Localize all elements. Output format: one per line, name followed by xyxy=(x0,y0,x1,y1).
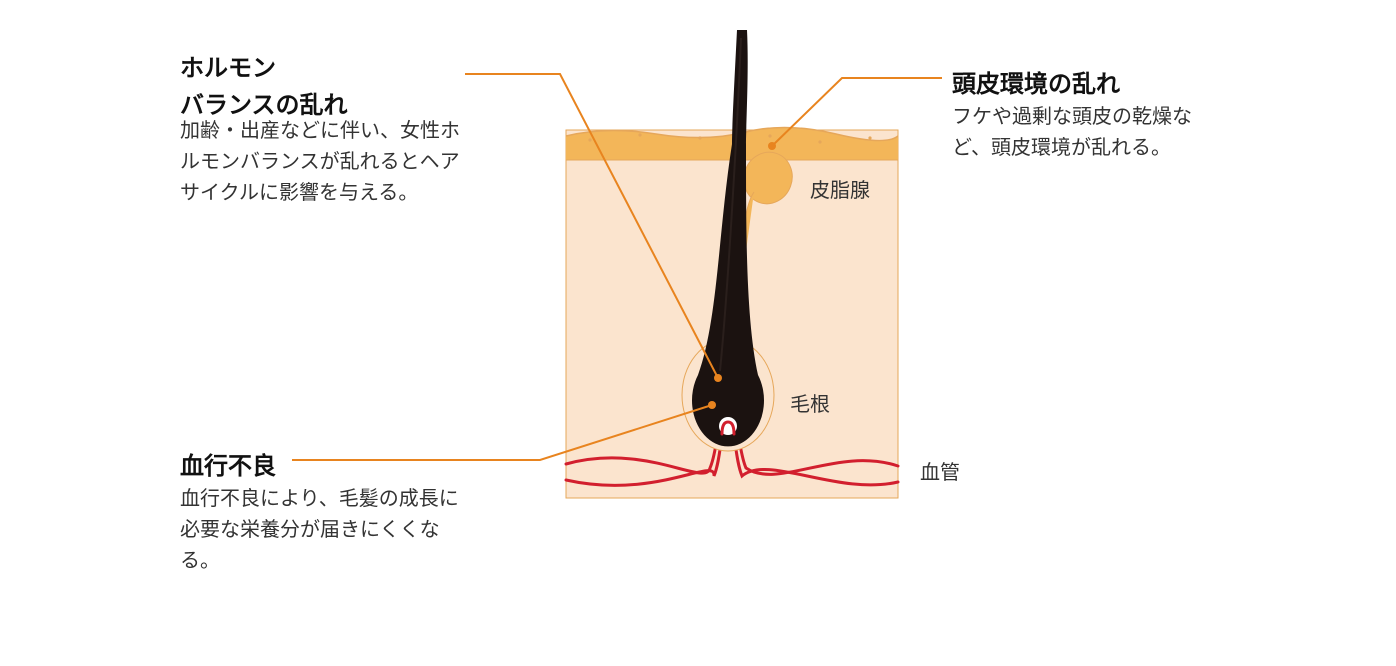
label-sebum: 皮脂腺 xyxy=(810,176,870,207)
callout-hormone-body: 加齢・出産などに伴い、女性ホルモンバランスが乱れるとヘアサイクルに影響を与える。 xyxy=(180,116,470,209)
label-vessel: 血管 xyxy=(920,458,960,489)
callout-hormone-title: ホルモン バランスの乱れ xyxy=(180,50,348,124)
callout-scalp-body: フケや過剰な頭皮の乾燥など、頭皮環境が乱れる。 xyxy=(952,102,1212,164)
diagram-stage: ホルモン バランスの乱れ 加齢・出産などに伴い、女性ホルモンバランスが乱れるとヘ… xyxy=(0,0,1396,666)
callout-circulation-title: 血行不良 xyxy=(180,448,276,485)
callout-circulation-body: 血行不良により、毛髪の成長に必要な栄養分が届きにくくなる。 xyxy=(180,484,470,577)
callout-scalp-title: 頭皮環境の乱れ xyxy=(952,66,1120,103)
label-root: 毛根 xyxy=(790,390,830,421)
